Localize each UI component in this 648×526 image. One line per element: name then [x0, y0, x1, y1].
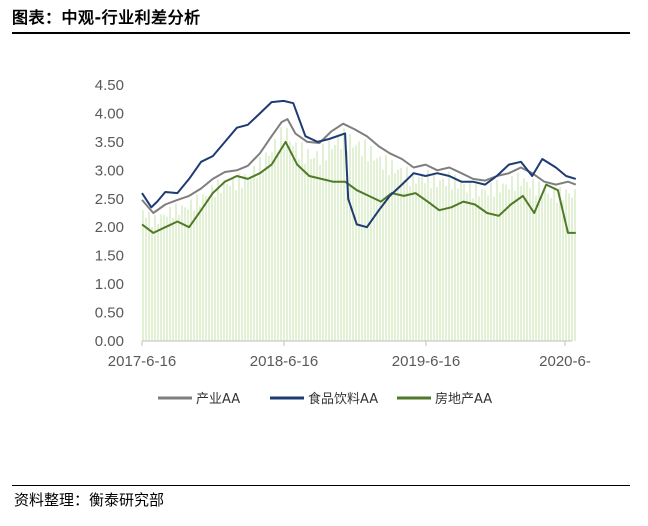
source-note: 资料整理：衡泰研究部: [14, 491, 165, 509]
y-tick-label: 0.00: [95, 333, 124, 350]
legend-item-0: 产业AA: [196, 392, 240, 407]
chart-legend: 产业AA 食品饮料AA 房地产AA: [158, 391, 492, 407]
x-tick-label: 2018-6-16: [250, 353, 318, 370]
legend-item-2: 房地产AA: [435, 391, 492, 407]
y-tick-label: 4.50: [95, 77, 124, 94]
line-chart: 0.00 0.50 1.00 1.50 2.00 2.50 3.00 3.50 4.00 4.50…: [95, 77, 591, 407]
y-tick-label: 1.00: [95, 276, 124, 293]
y-tick-label: 3.50: [95, 134, 124, 151]
y-tick-label: 3.00: [95, 162, 124, 179]
y-tick-label: 0.50: [95, 305, 124, 322]
x-tick-label: 2020-6-: [539, 353, 591, 370]
series-lines: [141, 99, 577, 234]
title-divider: [12, 32, 630, 34]
y-axis: 0.00 0.50 1.00 1.50 2.00 2.50 3.00 3.50 4.00 4.50: [95, 77, 124, 350]
series-line-1: [141, 99, 577, 229]
x-axis: 2017-6-16 2018-6-16 2019-6-16 2020-6-: [108, 340, 591, 370]
series-line-0: [141, 118, 577, 214]
background-bars: [142, 127, 576, 341]
y-tick-label: 2.50: [95, 191, 124, 208]
y-tick-label: 2.00: [95, 219, 124, 236]
legend-item-1: 食品饮料AA: [308, 391, 378, 407]
x-tick-label: 2019-6-16: [392, 353, 460, 370]
footer-divider: [12, 485, 630, 486]
y-tick-label: 1.50: [95, 248, 124, 265]
y-tick-label: 4.00: [95, 105, 124, 122]
figure-title: 图表：中观-行业利差分析: [12, 8, 201, 27]
x-tick-label: 2017-6-16: [108, 353, 176, 370]
series-line-2: [141, 140, 576, 234]
